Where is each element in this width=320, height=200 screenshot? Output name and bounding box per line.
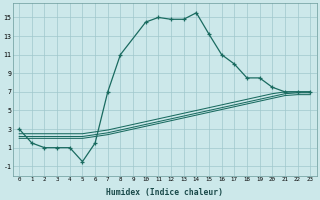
X-axis label: Humidex (Indice chaleur): Humidex (Indice chaleur)	[106, 188, 223, 197]
